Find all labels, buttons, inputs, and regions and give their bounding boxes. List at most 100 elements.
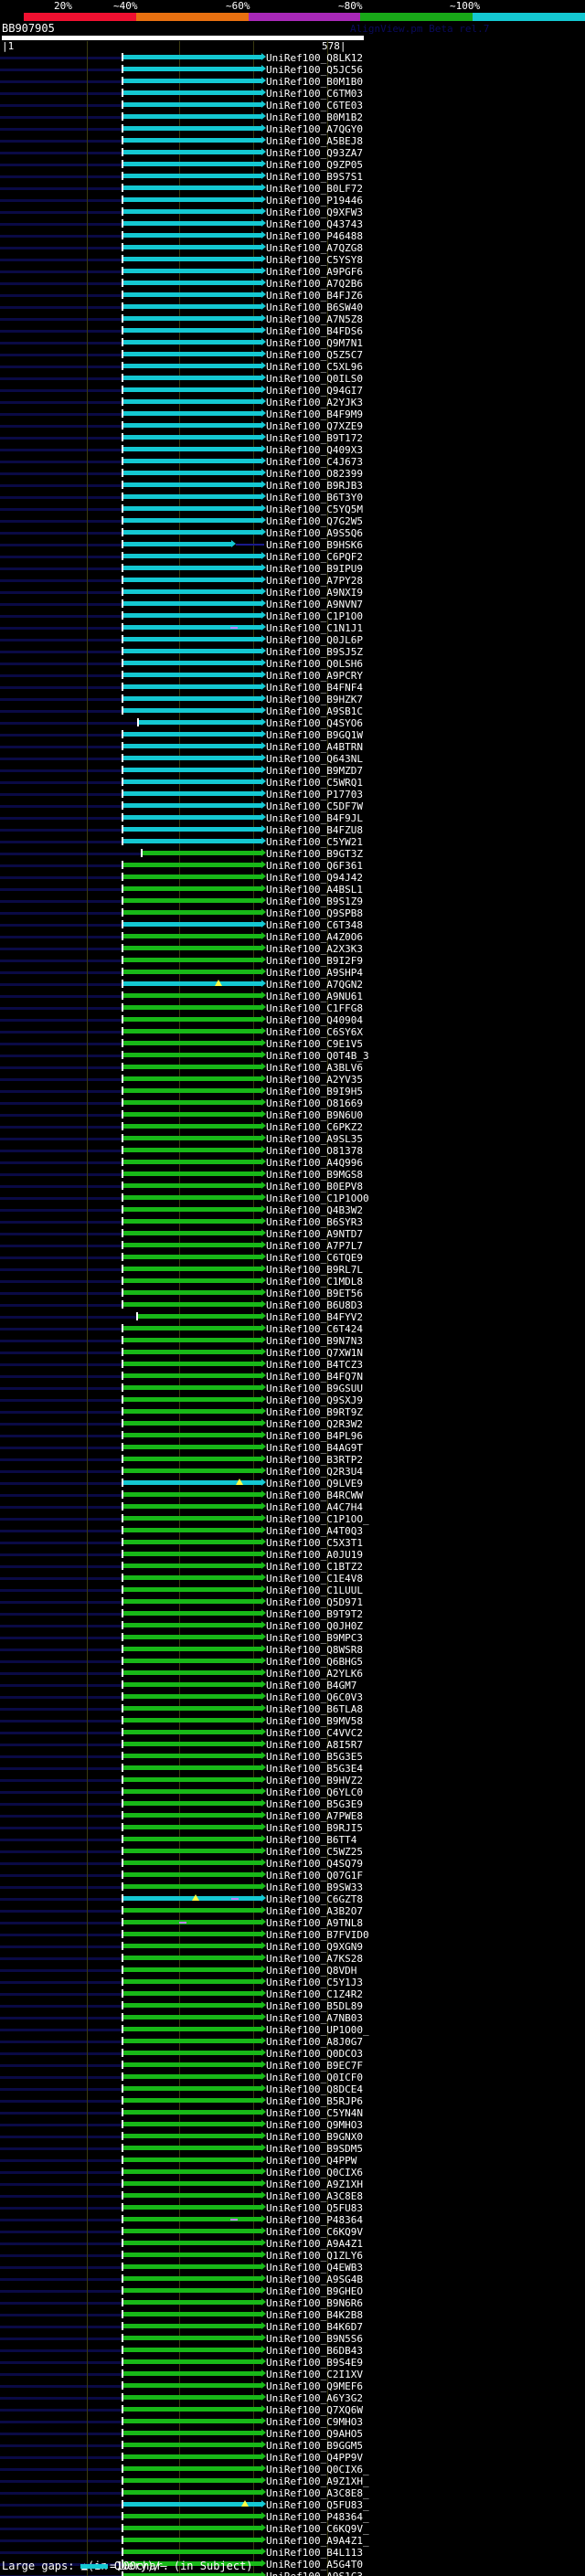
hit-accession-label[interactable]: UniRef100_B4PL96 [266, 1430, 363, 1442]
hit-accession-label[interactable]: UniRef100_C6TM03 [266, 88, 363, 100]
hit-row[interactable]: UniRef100_B9SW33 [0, 1882, 585, 1893]
hsp-bar[interactable] [123, 423, 261, 428]
hit-row[interactable]: UniRef100_Q94J42 [0, 872, 585, 884]
hsp-bar[interactable] [123, 1504, 261, 1509]
hit-accession-label[interactable]: UniRef100_C1LUUL [266, 1585, 363, 1596]
hsp-bar[interactable] [123, 744, 261, 748]
hit-row[interactable]: UniRef100_B5G3E9 [0, 1798, 585, 1810]
hit-row[interactable]: UniRef100_Q9SXJ9 [0, 1394, 585, 1406]
hsp-bar[interactable] [123, 993, 261, 998]
hsp-bar[interactable] [123, 2181, 261, 2186]
hsp-bar[interactable] [123, 471, 261, 475]
hsp-bar[interactable] [123, 1421, 261, 1426]
hsp-bar[interactable] [123, 970, 261, 974]
hsp-bar[interactable] [123, 756, 261, 760]
hsp-bar[interactable] [123, 1278, 261, 1283]
hit-row[interactable]: UniRef100_B9ET56 [0, 1288, 585, 1299]
hit-accession-label[interactable]: UniRef100_C9MHO3 [266, 2416, 363, 2428]
hit-row[interactable]: UniRef100_Q8DCE4 [0, 2083, 585, 2095]
hit-row[interactable]: UniRef100_Q7G2W5 [0, 515, 585, 527]
hsp-bar[interactable] [123, 1635, 261, 1639]
hsp-bar[interactable] [123, 2086, 261, 2091]
hit-row[interactable]: UniRef100_B5RJP6 [0, 2095, 585, 2107]
hit-row[interactable]: UniRef100_P48364_ [0, 2511, 585, 2523]
hit-accession-label[interactable]: UniRef100_P48364_ [266, 2511, 369, 2523]
hit-accession-label[interactable]: UniRef100_UP1O00_ [266, 2024, 369, 2036]
hit-row[interactable]: UniRef100_B9RT9Z [0, 1406, 585, 1418]
hit-accession-label[interactable]: UniRef100_C5DF7W [266, 800, 363, 812]
hit-row[interactable]: UniRef100_B0M1B2 [0, 111, 585, 123]
hsp-bar[interactable] [123, 2098, 261, 2103]
hsp-bar[interactable] [123, 1825, 261, 1829]
hsp-bar[interactable] [123, 768, 261, 772]
hit-row[interactable]: UniRef100_A3C8E8_ [0, 2487, 585, 2499]
hsp-bar[interactable] [123, 1231, 261, 1235]
hit-row[interactable]: UniRef100_B4FYV2 [0, 1311, 585, 1323]
hit-accession-label[interactable]: UniRef100_C1P1OO_ [266, 1513, 369, 1525]
hit-accession-label[interactable]: UniRef100_C5XL96 [266, 361, 363, 373]
hsp-bar[interactable] [123, 2348, 261, 2352]
hit-accession-label[interactable]: UniRef100_A8I5R7 [266, 1739, 363, 1751]
hsp-bar[interactable] [123, 1908, 261, 1913]
hsp-bar[interactable] [123, 839, 261, 843]
hit-accession-label[interactable]: UniRef100_C6KQ9V [266, 2226, 363, 2238]
hit-accession-label[interactable]: UniRef100_C6KQ9V_ [266, 2523, 369, 2535]
hit-accession-label[interactable]: UniRef100_B9S4E9 [266, 2357, 363, 2369]
hit-row[interactable]: UniRef100_Q94GI7 [0, 385, 585, 397]
hit-accession-label[interactable]: UniRef100_B9GT3Z [266, 848, 363, 860]
hsp-bar[interactable] [123, 1338, 261, 1342]
hit-row[interactable]: UniRef100_B4RCWW [0, 1489, 585, 1501]
hit-row[interactable]: UniRef100_B4K2B8 [0, 2309, 585, 2321]
hit-accession-label[interactable]: UniRef100_B9N5S6 [266, 2333, 363, 2345]
hit-row[interactable]: UniRef100_C5YQ5M [0, 504, 585, 515]
hit-row[interactable]: UniRef100_B9RJB3 [0, 480, 585, 492]
hit-accession-label[interactable]: UniRef100_Q9SXJ9 [266, 1394, 363, 1406]
hit-accession-label[interactable]: UniRef100_Q6YLC0 [266, 1786, 363, 1798]
hit-row[interactable]: UniRef100_P48364 [0, 2214, 585, 2226]
hit-row[interactable]: UniRef100_Q6BHG5 [0, 1656, 585, 1668]
hit-accession-label[interactable]: UniRef100_B9S7S1 [266, 171, 363, 183]
hit-row[interactable]: UniRef100_Q4SQ79 [0, 1858, 585, 1870]
hit-accession-label[interactable]: UniRef100_Q6C0V3 [266, 1691, 363, 1703]
hit-row[interactable]: UniRef100_B0LF72 [0, 183, 585, 195]
hsp-bar[interactable] [123, 2003, 261, 2008]
hit-row[interactable]: UniRef100_B9N6R6 [0, 2297, 585, 2309]
hit-accession-label[interactable]: UniRef100_C1P1OO0 [266, 1193, 369, 1204]
hsp-bar[interactable] [123, 803, 261, 808]
hsp-bar[interactable] [123, 447, 261, 451]
hsp-bar[interactable] [123, 791, 261, 796]
hit-accession-label[interactable]: UniRef100_C6T424 [266, 1323, 363, 1335]
hsp-bar[interactable] [123, 578, 261, 582]
hit-accession-label[interactable]: UniRef100_Q6BHG5 [266, 1656, 363, 1668]
hsp-bar[interactable] [123, 1480, 261, 1485]
hit-row[interactable]: UniRef100_B9GQ1W [0, 729, 585, 741]
hit-row[interactable]: UniRef100_C5YW21 [0, 836, 585, 848]
hit-accession-label[interactable]: UniRef100_Q5D971 [266, 1596, 363, 1608]
hit-accession-label[interactable]: UniRef100_A4C7H4 [266, 1501, 363, 1513]
hsp-bar[interactable] [123, 209, 261, 214]
hsp-bar[interactable] [123, 2526, 261, 2530]
hit-accession-label[interactable]: UniRef100_B4FJZ6 [266, 290, 363, 302]
hit-accession-label[interactable]: UniRef100_A5G4T0 [266, 2559, 363, 2571]
hsp-bar[interactable] [123, 399, 261, 404]
hit-row[interactable]: UniRef100_A4BSL1 [0, 884, 585, 896]
hit-row[interactable]: UniRef100_B9IPU9 [0, 563, 585, 575]
hit-row[interactable]: UniRef100_B0EPV8 [0, 1181, 585, 1193]
hit-row[interactable]: UniRef100_B5DL89 [0, 2000, 585, 2012]
hit-row[interactable]: UniRef100_C4J673 [0, 456, 585, 468]
hit-row[interactable]: UniRef100_Q4PP9V [0, 2452, 585, 2464]
hsp-bar[interactable] [123, 601, 261, 606]
hit-accession-label[interactable]: UniRef100_Q9M7N1 [266, 337, 363, 349]
hsp-bar[interactable] [123, 1944, 261, 1948]
hit-accession-label[interactable]: UniRef100_C5YN4N [266, 2107, 363, 2119]
hit-accession-label[interactable]: UniRef100_B3RTP2 [266, 1454, 363, 1466]
hit-accession-label[interactable]: UniRef100_A3B2O7 [266, 1905, 363, 1917]
hsp-bar[interactable] [123, 1670, 261, 1675]
hit-row[interactable]: UniRef100_Q5D971 [0, 1596, 585, 1608]
hsp-bar[interactable] [123, 1255, 261, 1259]
hit-row[interactable]: UniRef100_A9PCRY [0, 670, 585, 682]
hit-accession-label[interactable]: UniRef100_B9GSUU [266, 1383, 363, 1394]
hsp-bar[interactable] [123, 1849, 261, 1853]
hit-accession-label[interactable]: UniRef100_B9GQ1W [266, 729, 363, 741]
hsp-bar[interactable] [123, 1326, 261, 1330]
